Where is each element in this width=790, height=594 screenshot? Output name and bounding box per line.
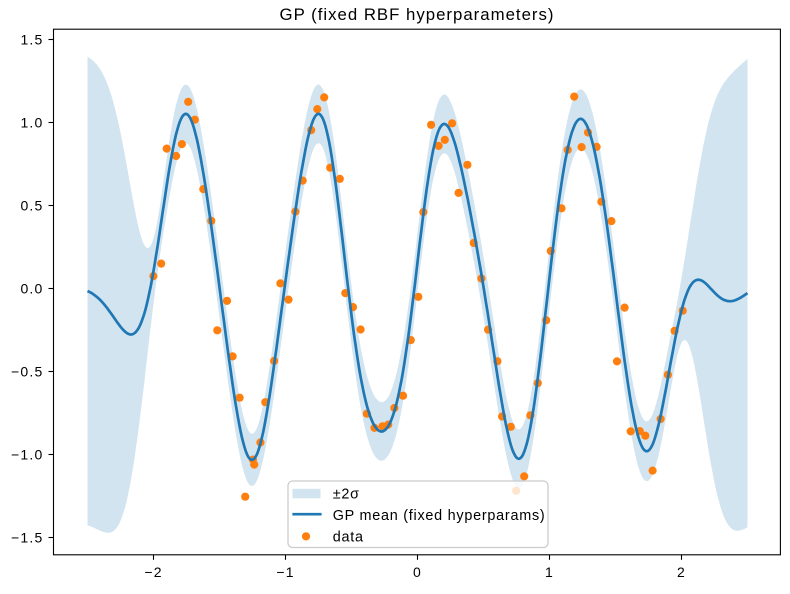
svg-text:0.0: 0.0 xyxy=(20,280,43,296)
svg-text:−0.5: −0.5 xyxy=(11,363,43,379)
svg-text:±2σ: ±2σ xyxy=(333,487,360,503)
svg-text:−1.0: −1.0 xyxy=(11,446,43,462)
svg-text:0: 0 xyxy=(413,564,422,580)
svg-text:−1: −1 xyxy=(276,564,294,580)
svg-text:GP mean (fixed hyperparams): GP mean (fixed hyperparams) xyxy=(333,508,546,524)
svg-text:−1.5: −1.5 xyxy=(11,529,43,545)
svg-text:1.5: 1.5 xyxy=(20,31,43,47)
svg-text:−2: −2 xyxy=(144,564,162,580)
svg-text:1.0: 1.0 xyxy=(20,114,43,130)
svg-text:2: 2 xyxy=(677,564,686,580)
svg-text:1: 1 xyxy=(545,564,554,580)
svg-text:data: data xyxy=(333,529,364,545)
svg-text:0.5: 0.5 xyxy=(20,197,43,213)
svg-text:GP (fixed RBF hyperparameters): GP (fixed RBF hyperparameters) xyxy=(280,5,555,24)
